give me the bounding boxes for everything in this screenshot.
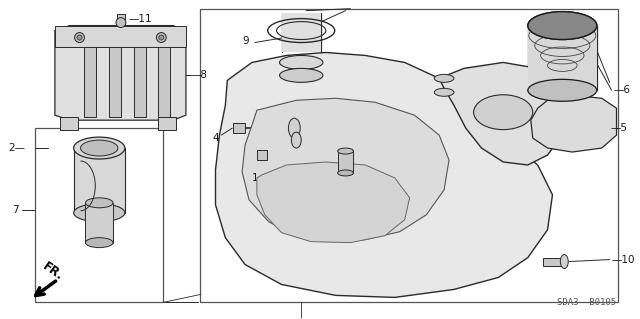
Bar xyxy=(35,128,163,302)
Ellipse shape xyxy=(528,12,597,40)
Bar xyxy=(85,203,113,243)
Text: 4: 4 xyxy=(212,133,219,143)
Circle shape xyxy=(77,35,82,40)
Text: —11: —11 xyxy=(129,14,152,24)
Ellipse shape xyxy=(528,12,597,40)
Bar xyxy=(84,29,96,117)
Ellipse shape xyxy=(289,118,300,138)
Bar xyxy=(543,257,564,265)
Ellipse shape xyxy=(338,148,353,154)
Text: 1: 1 xyxy=(252,173,259,183)
Text: SDA3- B0105: SDA3- B0105 xyxy=(557,298,616,307)
Circle shape xyxy=(116,18,126,27)
Text: —8: —8 xyxy=(191,70,208,80)
Bar xyxy=(109,29,121,117)
Ellipse shape xyxy=(434,74,454,82)
Polygon shape xyxy=(257,162,410,243)
Ellipse shape xyxy=(280,68,323,82)
Ellipse shape xyxy=(338,170,353,176)
Text: 3: 3 xyxy=(326,193,332,203)
Text: 2—: 2— xyxy=(8,143,26,153)
Bar xyxy=(338,151,353,173)
Ellipse shape xyxy=(528,79,597,101)
Text: FR.: FR. xyxy=(40,260,66,283)
Text: 7: 7 xyxy=(13,205,19,215)
Ellipse shape xyxy=(74,137,125,159)
Bar xyxy=(134,29,145,117)
Bar xyxy=(117,14,125,23)
Bar xyxy=(74,148,125,213)
Bar xyxy=(200,9,618,302)
Text: —5: —5 xyxy=(611,123,628,133)
Polygon shape xyxy=(531,95,616,152)
Ellipse shape xyxy=(434,88,454,96)
Bar xyxy=(158,29,170,117)
Polygon shape xyxy=(216,52,552,297)
Bar xyxy=(55,26,186,48)
Text: —6: —6 xyxy=(614,85,630,95)
Bar xyxy=(233,123,245,133)
Circle shape xyxy=(75,33,84,42)
Circle shape xyxy=(156,33,166,42)
Polygon shape xyxy=(60,117,77,130)
Bar xyxy=(257,150,267,160)
Circle shape xyxy=(159,35,164,40)
Polygon shape xyxy=(242,98,449,241)
Polygon shape xyxy=(55,26,186,120)
Polygon shape xyxy=(439,63,567,165)
Polygon shape xyxy=(158,117,176,130)
Ellipse shape xyxy=(85,198,113,208)
Ellipse shape xyxy=(81,140,118,156)
Bar xyxy=(528,26,597,90)
Text: 9: 9 xyxy=(242,35,249,46)
Ellipse shape xyxy=(280,56,323,70)
Ellipse shape xyxy=(85,238,113,248)
Ellipse shape xyxy=(74,204,125,222)
Ellipse shape xyxy=(474,95,532,130)
Ellipse shape xyxy=(291,132,301,148)
Text: —10: —10 xyxy=(612,255,635,264)
Bar xyxy=(282,13,321,52)
Ellipse shape xyxy=(561,255,568,269)
